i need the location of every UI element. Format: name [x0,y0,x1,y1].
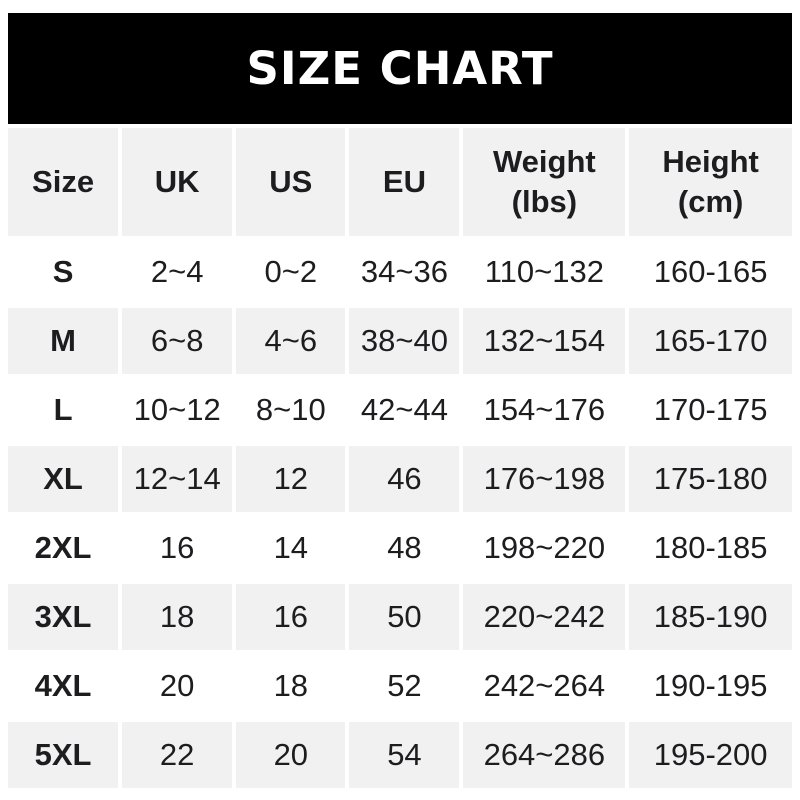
eu-value-cell: 34~36 [349,239,460,305]
eu-value-cell: 54 [349,722,460,788]
uk-value-cell: 22 [122,722,233,788]
us-value-cell: 8~10 [236,377,346,443]
height-value-cell: 175-180 [629,446,792,512]
column-header-label: US [269,164,313,200]
page-title: SIZE CHART [246,42,554,95]
size-label-cell: M [8,308,119,374]
us-value-cell: 20 [236,722,346,788]
size-label-cell: 4XL [8,653,119,719]
eu-value-cell: 38~40 [349,308,460,374]
weight-value-cell: 154~176 [463,377,626,443]
uk-value-cell: 6~8 [122,308,233,374]
eu-value-cell: 48 [349,515,460,581]
uk-value-cell: 2~4 [122,239,233,305]
weight-value-cell: 198~220 [463,515,626,581]
eu-value-cell: 42~44 [349,377,460,443]
us-value-cell: 0~2 [236,239,346,305]
uk-value-cell: 12~14 [122,446,233,512]
eu-value-cell: 46 [349,446,460,512]
us-value-cell: 12 [236,446,346,512]
weight-value-cell: 110~132 [463,239,626,305]
eu-value-cell: 52 [349,653,460,719]
us-value-cell: 16 [236,584,346,650]
us-value-cell: 18 [236,653,346,719]
weight-value-cell: 264~286 [463,722,626,788]
us-value-cell: 14 [236,515,346,581]
column-header-size: Size [8,128,119,236]
weight-value-cell: 242~264 [463,653,626,719]
size-label-cell: S [8,239,119,305]
size-table: Size UK US EU Weight (lbs) Height (cm) S… [8,128,792,788]
height-value-cell: 165-170 [629,308,792,374]
column-header-label: Height [662,144,759,180]
height-value-cell: 180-185 [629,515,792,581]
height-value-cell: 195-200 [629,722,792,788]
us-value-cell: 4~6 [236,308,346,374]
uk-value-cell: 20 [122,653,233,719]
column-header-label: Weight [492,144,596,180]
size-label-cell: 3XL [8,584,119,650]
eu-value-cell: 50 [349,584,460,650]
banner: SIZE CHART [8,13,792,124]
column-header-label: EU [382,164,426,200]
weight-value-cell: 132~154 [463,308,626,374]
size-label-cell: 2XL [8,515,119,581]
size-label-cell: XL [8,446,119,512]
column-header-uk: UK [122,128,233,236]
height-value-cell: 160-165 [629,239,792,305]
column-header-label: UK [154,164,200,200]
column-header-height: Height (cm) [629,128,792,236]
weight-value-cell: 176~198 [463,446,626,512]
height-value-cell: 185-190 [629,584,792,650]
uk-value-cell: 18 [122,584,233,650]
height-value-cell: 190-195 [629,653,792,719]
height-value-cell: 170-175 [629,377,792,443]
size-label-cell: 5XL [8,722,119,788]
column-header-us: US [236,128,346,236]
column-header-weight: Weight (lbs) [463,128,626,236]
size-label-cell: L [8,377,119,443]
column-header-label: Size [32,164,95,200]
uk-value-cell: 10~12 [122,377,233,443]
weight-value-cell: 220~242 [463,584,626,650]
column-header-unit: (lbs) [511,184,578,219]
uk-value-cell: 16 [122,515,233,581]
column-header-unit: (cm) [677,184,744,219]
column-header-eu: EU [349,128,460,236]
